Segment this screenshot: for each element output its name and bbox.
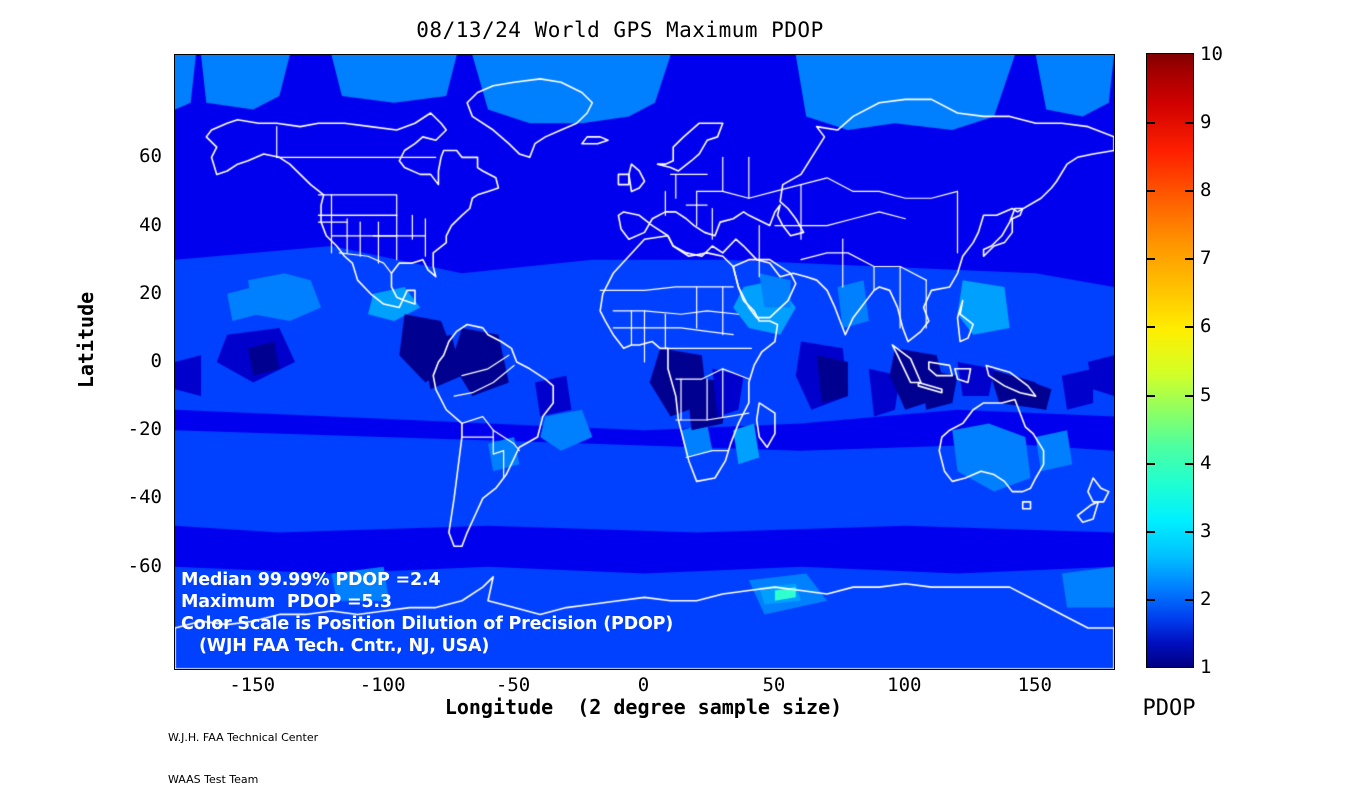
colorbar-tick-label: 9 <box>1200 111 1212 134</box>
x-axis-title: Longitude (2 degree sample size) <box>444 695 843 719</box>
y-tick-label: -60 <box>127 554 162 577</box>
colorbar-tick-mark <box>1185 598 1193 601</box>
x-tick-label: -50 <box>495 674 531 696</box>
colorbar-tick-mark <box>1185 462 1193 465</box>
colorbar-tick-label: 6 <box>1200 315 1212 338</box>
x-tick-label: 150 <box>1017 674 1052 696</box>
x-tick-label: 50 <box>762 674 786 696</box>
x-tick-label: 100 <box>887 674 922 696</box>
colorbar-tick-mark <box>1147 326 1155 329</box>
x-tick-label: 0 <box>637 674 650 696</box>
y-tick-label: -40 <box>127 486 162 509</box>
y-tick-label: -20 <box>127 418 162 441</box>
colorbar-tick-mark <box>1147 394 1155 397</box>
colorbar-tick-mark <box>1185 394 1193 397</box>
y-axis-title: Latitude <box>74 291 98 389</box>
colorbar-tick-mark <box>1147 530 1155 533</box>
footer-line-1: W.J.H. FAA Technical Center <box>168 731 319 744</box>
colorbar-tick-label: 7 <box>1200 247 1212 270</box>
colorbar-tick-label: 3 <box>1200 519 1212 542</box>
colorbar-tick-mark <box>1147 190 1155 193</box>
colorbar-tick-label: 5 <box>1200 383 1212 406</box>
colorbar[interactable]: 10 9 8 7 6 5 4 3 2 1 <box>1146 45 1223 677</box>
colorbar-tick-label: 1 <box>1200 656 1212 678</box>
colorbar-tick-mark <box>1147 122 1155 125</box>
y-tick-label: 0 <box>150 350 162 372</box>
colorbar-gradient <box>1146 53 1194 668</box>
colorbar-tick-label: 2 <box>1200 587 1212 610</box>
x-tick-label: -150 <box>229 674 276 696</box>
x-tick-label: -100 <box>359 674 406 696</box>
colorbar-tick-mark <box>1185 190 1193 193</box>
colorbar-tick-label: 8 <box>1200 179 1212 202</box>
colorbar-tick-mark <box>1147 598 1155 601</box>
map-plot-area[interactable]: Median 99.99% PDOP =2.4 Maximum PDOP =5.… <box>174 54 1115 670</box>
colorbar-tick-mark <box>1147 462 1155 465</box>
colorbar-title: PDOP <box>1142 696 1196 721</box>
y-tick-label: 40 <box>139 213 162 236</box>
footer-line-2: WAAS Test Team <box>168 773 259 786</box>
y-tick-label: 60 <box>139 145 162 168</box>
page-title: 08/13/24 World GPS Maximum PDOP <box>416 18 824 42</box>
y-tick-label: 20 <box>139 281 162 304</box>
colorbar-tick-label: 4 <box>1200 451 1212 474</box>
colorbar-tick-mark <box>1147 258 1155 261</box>
colorbar-tick-mark <box>1185 326 1193 329</box>
pdop-world-map <box>175 55 1114 669</box>
colorbar-tick-mark <box>1185 258 1193 261</box>
colorbar-tick-mark <box>1185 530 1193 533</box>
colorbar-tick-mark <box>1185 122 1193 125</box>
colorbar-tick-label: 10 <box>1200 43 1223 65</box>
footer-credit: W.J.H. FAA Technical Center WAAS Test Te… <box>168 703 318 801</box>
